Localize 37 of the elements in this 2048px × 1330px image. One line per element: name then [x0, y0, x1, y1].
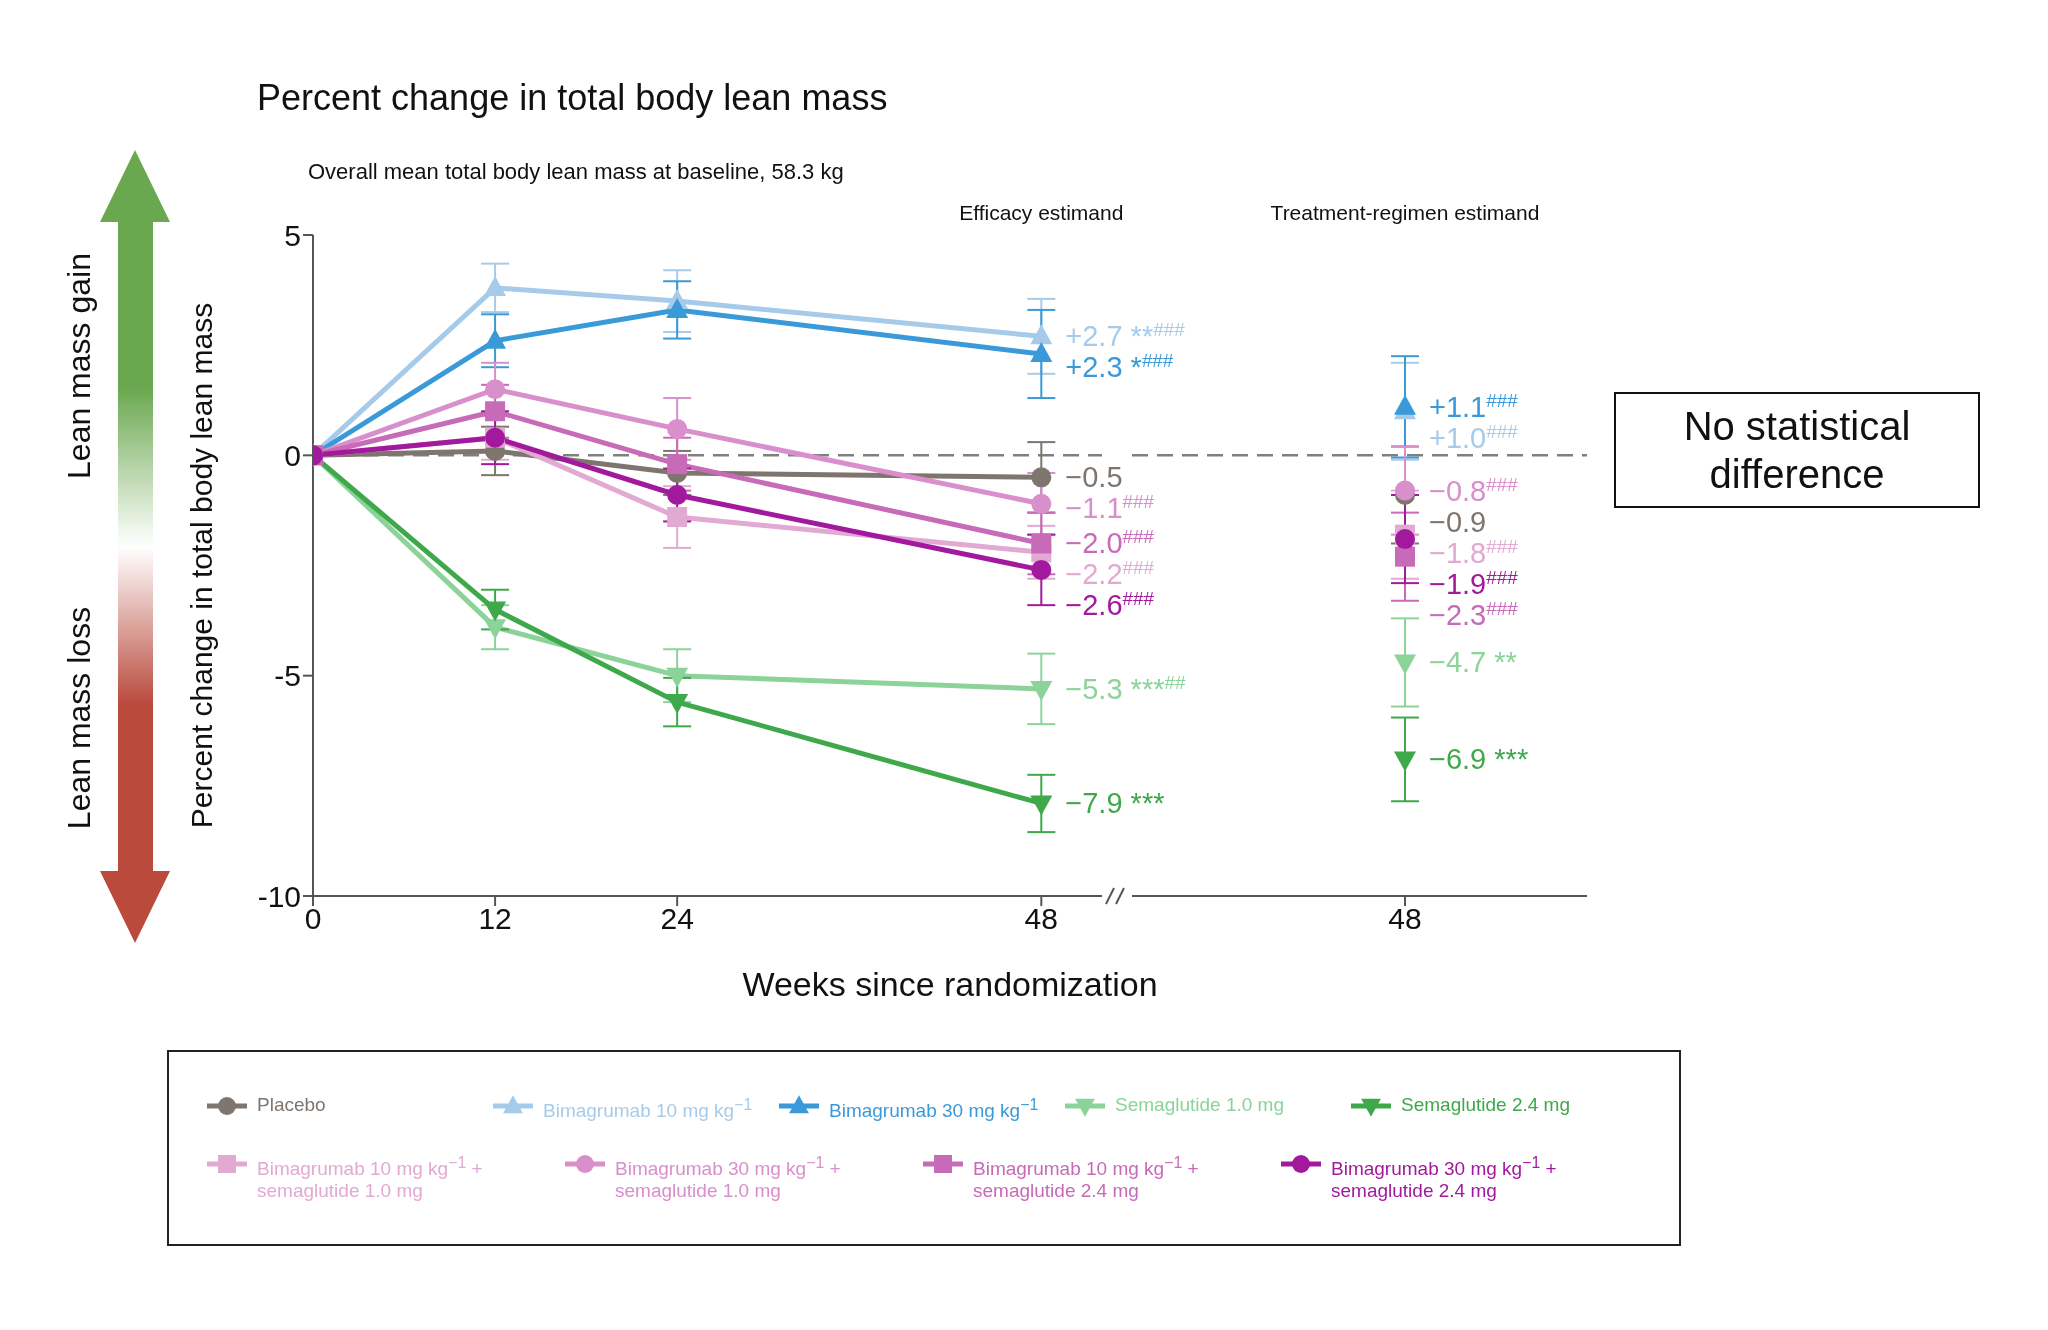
x-tick-label: 48	[1024, 902, 1058, 936]
data-label: −1.9$^{###}$	[1429, 566, 1519, 600]
data-label: −0.9	[1429, 505, 1487, 538]
x-axis-title: Weeks since randomization	[742, 965, 1158, 1003]
data-label: −4.7 **	[1429, 646, 1517, 679]
legend-label: Bimagrumab 30 mg kg$^{−1}$	[829, 1094, 1039, 1122]
legend-label: Placebo	[257, 1093, 326, 1116]
legend-label: Semaglutide 1.0 mg	[1115, 1093, 1284, 1116]
data-label: −1.8$^{###}$	[1429, 535, 1519, 569]
y-tick-label: -10	[257, 879, 301, 913]
text: Bimagrumab 30 mg kg$^{−1}$ + semaglutide 2.4 mg	[1331, 1154, 1557, 1202]
text: Bimagrumab 30 mg kg$^{−1}$ + semaglutide 1.0 mg	[615, 1154, 841, 1202]
legend-label: Bimagrumab 10 mg kg$^{−1}$	[543, 1094, 753, 1122]
x-tick-label: 48	[1388, 902, 1422, 936]
data-label: −6.9 ***	[1429, 743, 1529, 776]
data-label: −5.3 ***$^{##}$	[1065, 671, 1186, 705]
x-tick-label: 24	[660, 902, 694, 936]
text: Treatment-regimen estimand	[1270, 201, 1540, 224]
chart-title: Percent change in total body lean mass	[257, 77, 888, 118]
data-label: +1.0$^{###}$	[1429, 420, 1519, 454]
data-label: −2.3$^{###}$	[1429, 597, 1519, 631]
y-tick-label: 0	[284, 438, 301, 472]
data-label: +1.1$^{###}$	[1429, 389, 1519, 423]
y-tick-label: -5	[274, 659, 301, 693]
y-tick-label: 5	[284, 218, 301, 252]
chart-subtitle: Overall mean total body lean mass at baseline, 58.3 kg	[308, 159, 844, 184]
y-axis-title: Percent change in total body lean mass	[185, 302, 218, 829]
x-tick-label: 12	[478, 902, 512, 936]
text: Lean mass loss	[61, 606, 97, 830]
data-label: −7.9 ***	[1065, 787, 1165, 820]
text: Efficacy estimand	[959, 201, 1124, 224]
text: Lean mass gain	[61, 253, 97, 479]
text: Bimagrumab 10 mg kg$^{−1}$ + semaglutide 2.4 mg	[973, 1154, 1199, 1202]
text: Bimagrumab 10 mg kg$^{−1}$ + semaglutide 1.0 mg	[257, 1154, 483, 1202]
data-label: −0.8$^{###}$	[1429, 473, 1519, 507]
text: No statistical difference	[1614, 392, 1980, 508]
legend-label: Semaglutide 2.4 mg	[1401, 1093, 1570, 1116]
